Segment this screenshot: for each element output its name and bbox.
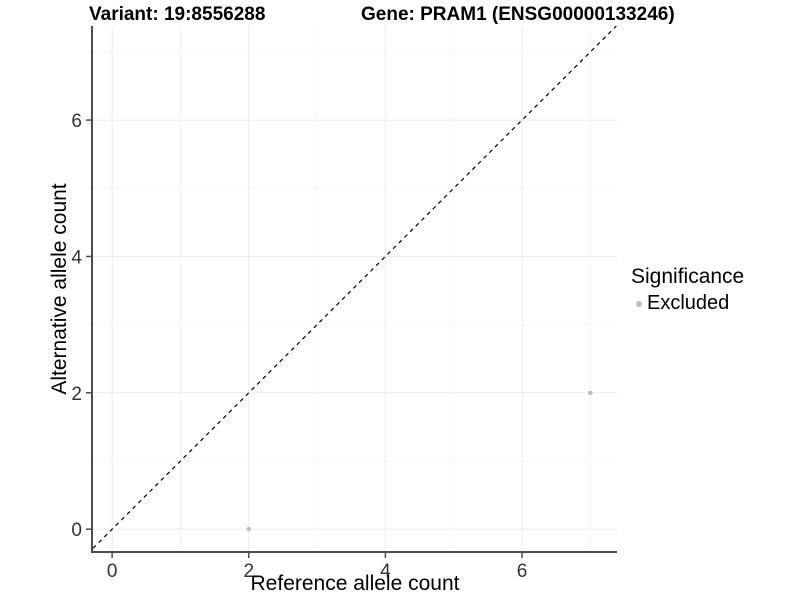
x-tick-label: 4	[380, 561, 391, 582]
y-tick-label: 6	[71, 111, 82, 132]
x-tick-label: 6	[517, 561, 528, 582]
y-tick-label: 4	[71, 247, 82, 268]
legend-item-label: Excluded	[647, 292, 730, 314]
legend-title: Significance	[631, 265, 745, 288]
legend: Significance Excluded	[631, 265, 744, 315]
x-axis-title: Reference allele count	[250, 572, 460, 595]
y-tick-label: 0	[71, 520, 82, 541]
y-axis-title: Alternative allele count	[48, 183, 71, 395]
x-tick-label: 0	[107, 561, 118, 582]
variant-title: Variant: 19:8556288	[89, 4, 266, 25]
excluded-point-icon	[636, 300, 642, 307]
legend-item-excluded: Excluded	[631, 292, 744, 315]
y-tick-label: 2	[71, 384, 82, 405]
identity-reference-line	[92, 25, 617, 549]
gene-title: Gene: PRAM1 (ENSG00000133246)	[361, 4, 675, 25]
data-point	[246, 526, 252, 532]
x-tick-label: 2	[243, 561, 254, 582]
data-point	[588, 390, 593, 396]
